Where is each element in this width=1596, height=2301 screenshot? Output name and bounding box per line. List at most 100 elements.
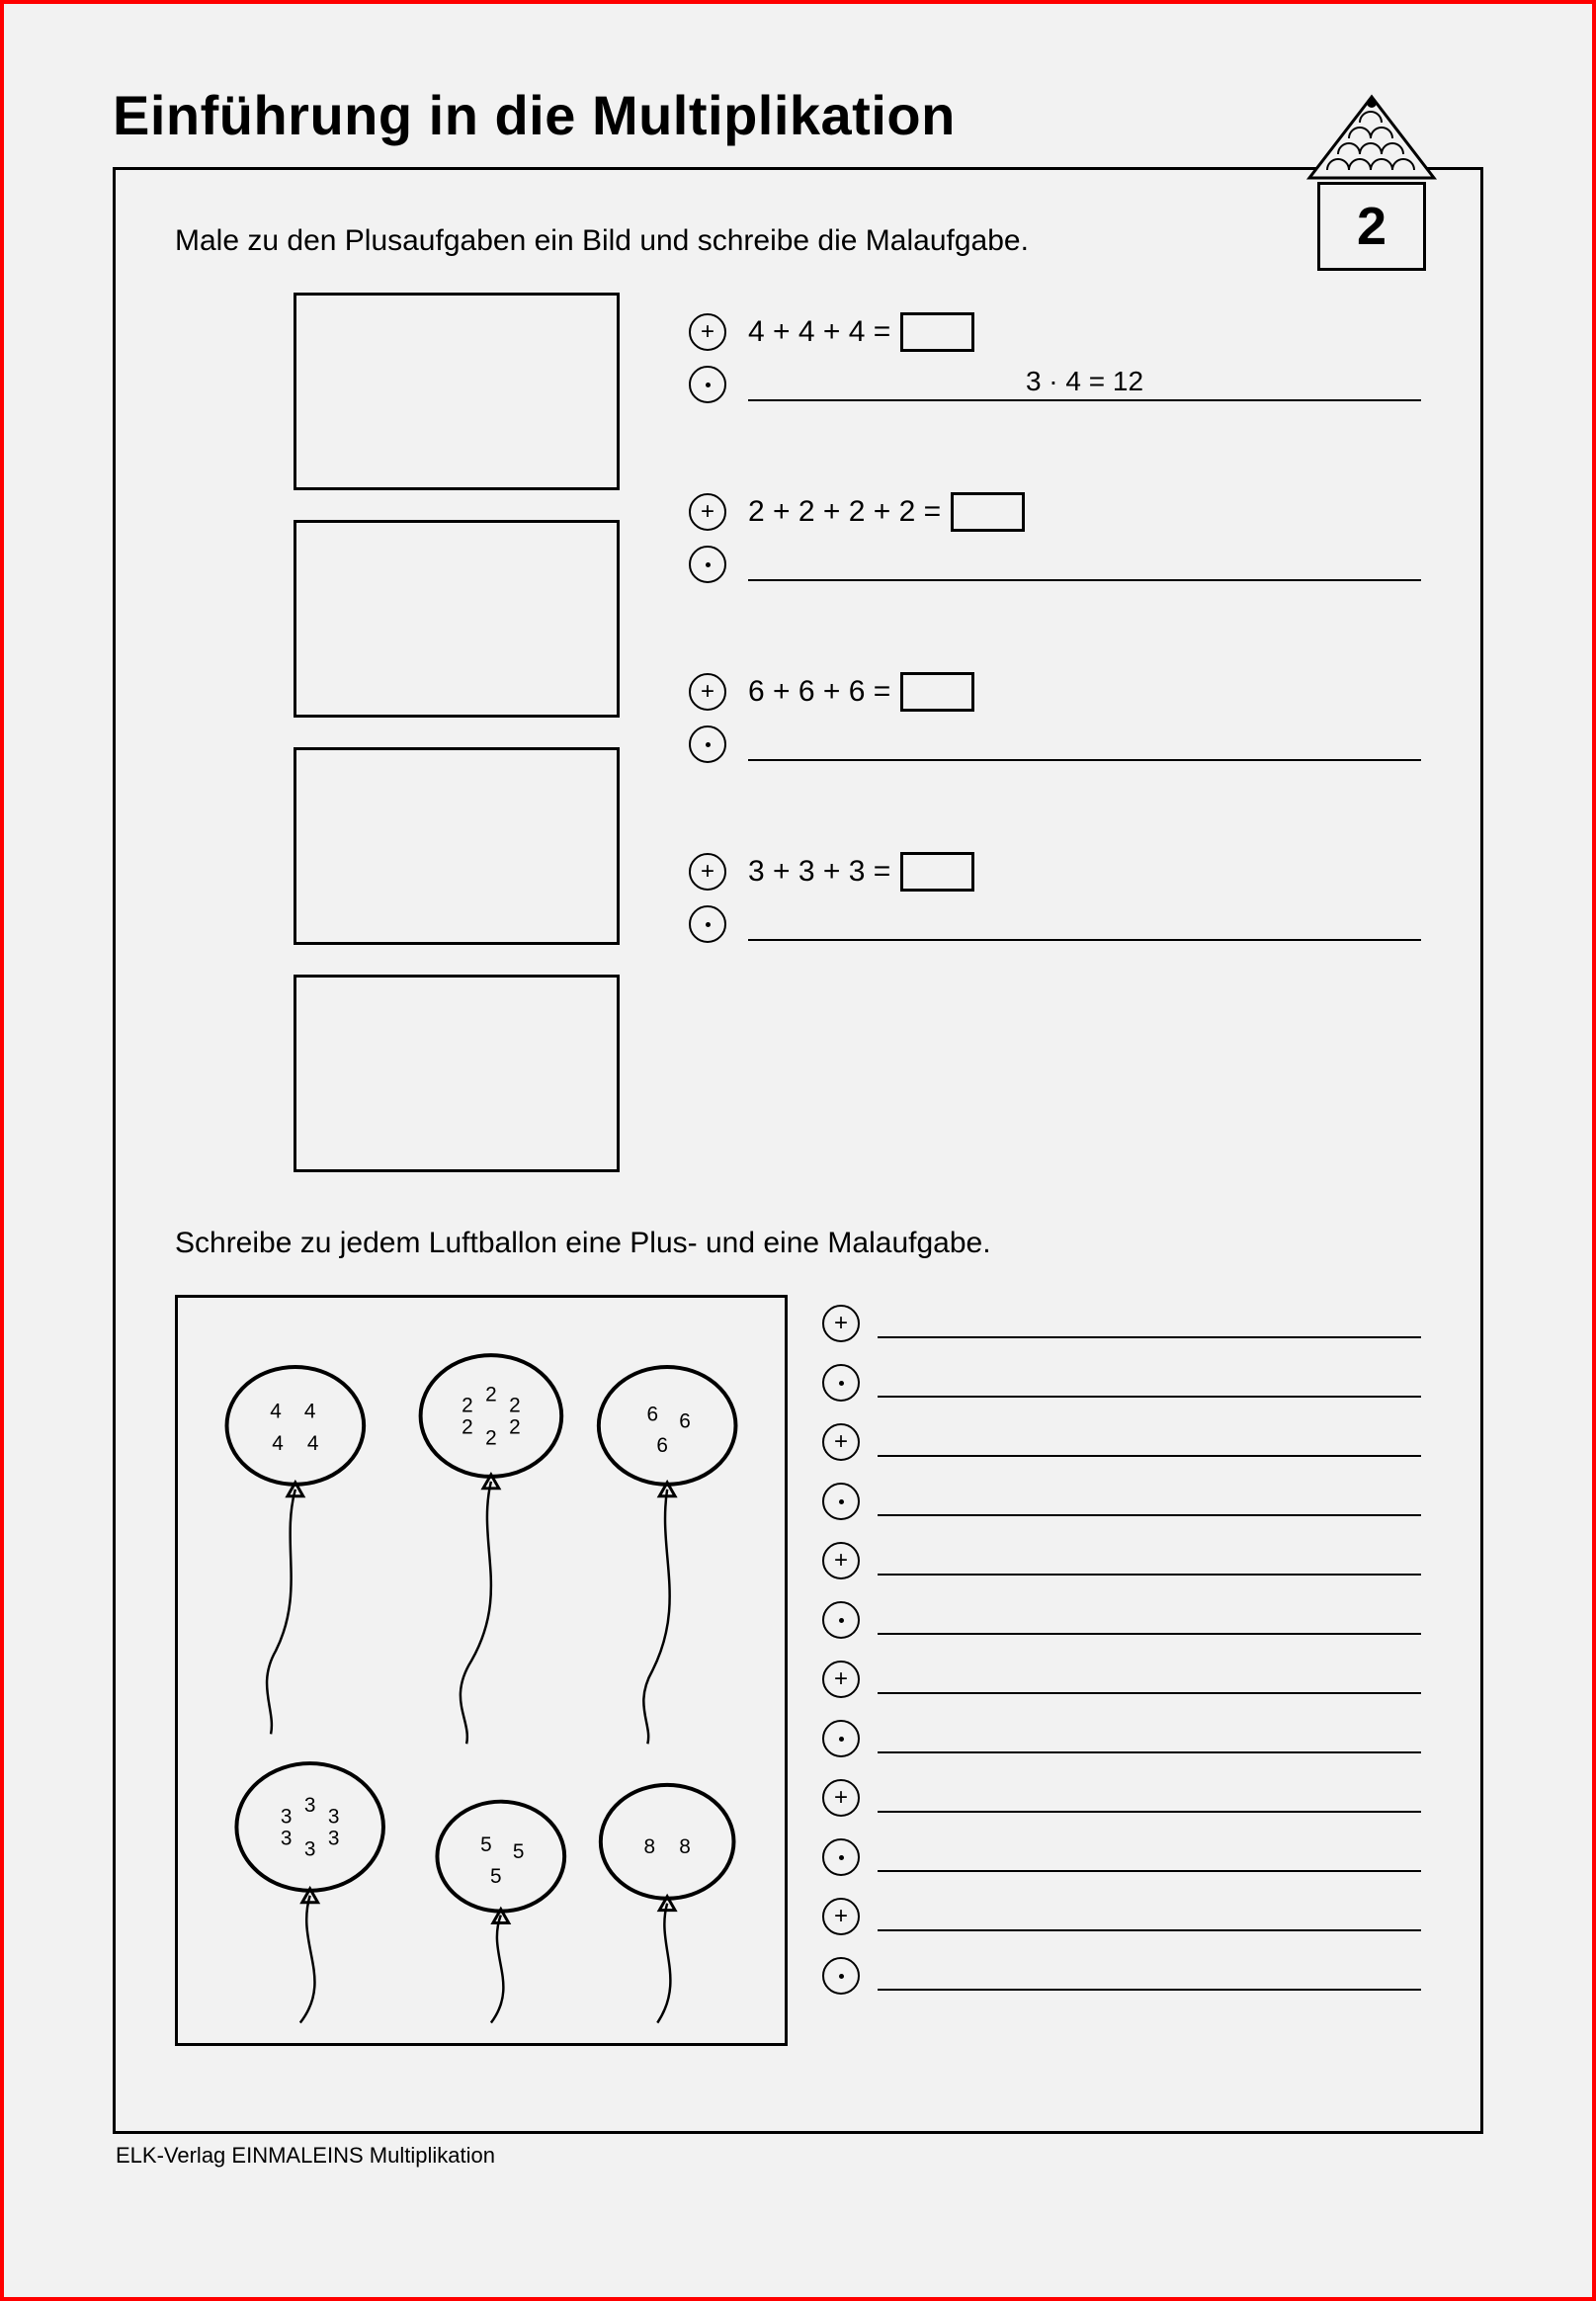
answer-lines-column (822, 1295, 1421, 2046)
svg-text:4: 4 (272, 1432, 284, 1455)
roof-icon (1298, 93, 1446, 182)
svg-text:8: 8 (679, 1835, 691, 1858)
blank-answer-line[interactable] (878, 1487, 1421, 1516)
plus-equation: 6 + 6 + 6 = (748, 672, 974, 712)
blank-answer-line[interactable] (878, 1546, 1421, 1576)
svg-text:6: 6 (679, 1409, 691, 1432)
ex2-container: 444422222266633333355588 (116, 1295, 1480, 2046)
answer-box[interactable] (900, 312, 974, 352)
answer-box[interactable] (900, 852, 974, 892)
ex1-container: 4 + 4 + 4 = 3 · 4 = 12 (116, 293, 1480, 1172)
svg-text:5: 5 (490, 1865, 502, 1888)
svg-text:6: 6 (656, 1434, 668, 1457)
dot-icon (822, 1364, 860, 1402)
answer-line-row (822, 1305, 1421, 1342)
svg-text:2: 2 (462, 1416, 473, 1439)
page-title: Einführung in die Multiplikation (113, 83, 1483, 147)
blank-answer-line[interactable] (878, 1664, 1421, 1694)
problem-1: 4 + 4 + 4 = 3 · 4 = 12 (689, 312, 1421, 403)
footer-text: ELK-Verlag EINMALEINS Multiplikation (116, 2143, 495, 2169)
svg-text:3: 3 (304, 1838, 316, 1861)
svg-text:2: 2 (485, 1427, 497, 1450)
problem-2: 2 + 2 + 2 + 2 = (689, 492, 1421, 583)
mult-answer-line[interactable] (748, 907, 1421, 941)
answer-line-row (822, 1364, 1421, 1402)
svg-text:3: 3 (281, 1805, 293, 1828)
page-content: Einführung in die Multiplikation 2 (113, 83, 1483, 2218)
plus-row: 6 + 6 + 6 = (689, 672, 1421, 712)
svg-text:2: 2 (462, 1394, 473, 1416)
problem-4: 3 + 3 + 3 = (689, 852, 1421, 943)
content-frame: 2 Male zu den Plusaufgaben ein Bild und … (113, 167, 1483, 2134)
plus-icon (689, 493, 726, 531)
mult-row (689, 546, 1421, 583)
blank-answer-line[interactable] (878, 1961, 1421, 1991)
plus-equation: 2 + 2 + 2 + 2 = (748, 492, 1025, 532)
blank-answer-line[interactable] (878, 1724, 1421, 1753)
plus-icon (822, 1661, 860, 1698)
answer-line-row (822, 1957, 1421, 1995)
equation-text: 6 + 6 + 6 = (748, 675, 890, 709)
answer-box[interactable] (951, 492, 1025, 532)
ex1-instruction: Male zu den Plusaufgaben ein Bild und sc… (175, 224, 1480, 258)
dot-icon (689, 725, 726, 763)
answer-line-row (822, 1720, 1421, 1757)
blank-answer-line[interactable] (878, 1605, 1421, 1635)
blank-answer-line[interactable] (878, 1783, 1421, 1813)
plus-icon (689, 673, 726, 711)
svg-text:6: 6 (647, 1403, 659, 1425)
draw-box[interactable] (294, 520, 620, 718)
draw-box[interactable] (294, 975, 620, 1172)
svg-text:2: 2 (485, 1383, 497, 1406)
mult-row (689, 725, 1421, 763)
draw-box[interactable] (294, 293, 620, 490)
equation-text: 2 + 2 + 2 + 2 = (748, 495, 941, 529)
mult-answer-line[interactable] (748, 727, 1421, 761)
plus-icon (689, 853, 726, 891)
plus-icon (822, 1423, 860, 1461)
mult-answer-line[interactable] (748, 548, 1421, 581)
answer-line-row (822, 1898, 1421, 1935)
answer-line-row (822, 1483, 1421, 1520)
blank-answer-line[interactable] (878, 1368, 1421, 1398)
draw-box[interactable] (294, 747, 620, 945)
plus-equation: 4 + 4 + 4 = (748, 312, 974, 352)
equation-text: 3 + 3 + 3 = (748, 855, 890, 889)
problem-3: 6 + 6 + 6 = (689, 672, 1421, 763)
equations-column: 4 + 4 + 4 = 3 · 4 = 12 (689, 293, 1421, 1172)
answer-line-row (822, 1838, 1421, 1876)
blank-answer-line[interactable] (878, 1842, 1421, 1872)
plus-row: 2 + 2 + 2 + 2 = (689, 492, 1421, 532)
answer-line-row (822, 1661, 1421, 1698)
equation-text: 4 + 4 + 4 = (748, 315, 890, 349)
plus-equation: 3 + 3 + 3 = (748, 852, 974, 892)
dot-icon (689, 546, 726, 583)
svg-text:5: 5 (480, 1833, 492, 1856)
plus-icon (822, 1898, 860, 1935)
blank-answer-line[interactable] (878, 1309, 1421, 1338)
plus-icon (689, 313, 726, 351)
mult-row (689, 905, 1421, 943)
svg-text:5: 5 (513, 1840, 525, 1863)
dot-icon (822, 1838, 860, 1876)
svg-text:3: 3 (328, 1805, 340, 1828)
balloon-illustration: 444422222266633333355588 (175, 1295, 788, 2046)
dot-icon (822, 1957, 860, 1995)
svg-text:4: 4 (270, 1400, 282, 1422)
answer-line-row (822, 1423, 1421, 1461)
answer-box[interactable] (900, 672, 974, 712)
blank-answer-line[interactable] (878, 1902, 1421, 1931)
dot-icon (822, 1601, 860, 1639)
svg-text:3: 3 (304, 1794, 316, 1817)
svg-text:4: 4 (307, 1432, 319, 1455)
svg-text:3: 3 (281, 1827, 293, 1849)
dot-icon (689, 905, 726, 943)
svg-text:4: 4 (304, 1400, 316, 1422)
svg-text:2: 2 (509, 1394, 521, 1416)
dot-icon (689, 366, 726, 403)
mult-answer-line[interactable]: 3 · 4 = 12 (748, 368, 1421, 401)
ex2-instruction: Schreibe zu jedem Luftballon eine Plus- … (175, 1227, 1480, 1260)
blank-answer-line[interactable] (878, 1427, 1421, 1457)
page-number-badge: 2 (1298, 93, 1446, 271)
answer-line-row (822, 1601, 1421, 1639)
